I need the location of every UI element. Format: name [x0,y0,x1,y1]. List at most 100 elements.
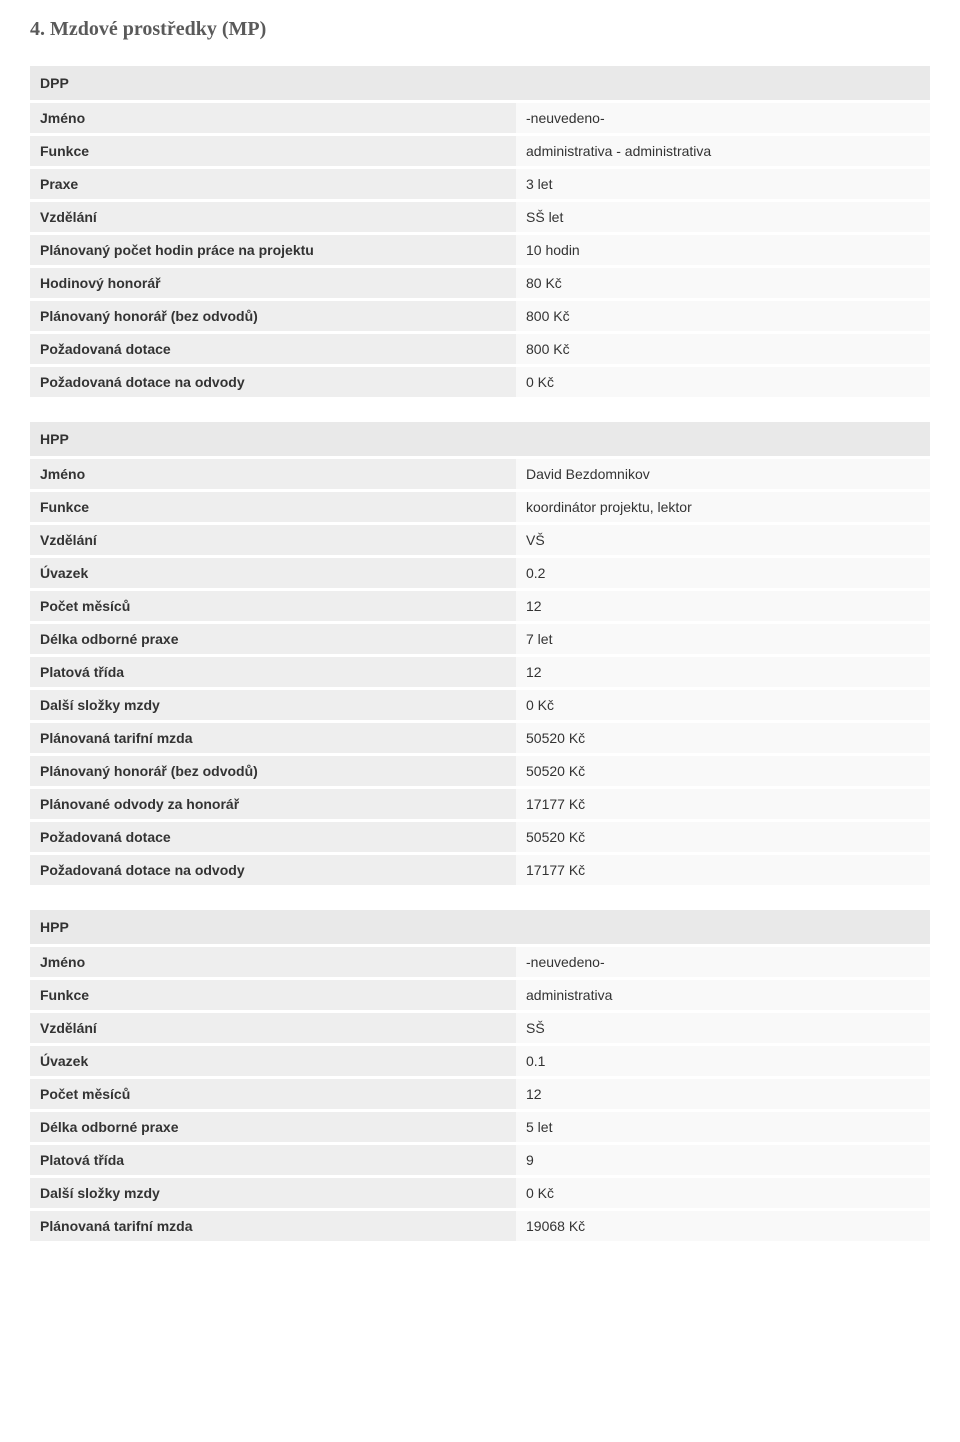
row-label: Plánovaný honorář (bez odvodů) [30,755,516,786]
table-row: Požadovaná dotace na odvody17177 Kč [30,854,930,885]
table-row: Funkceadministrativa - administrativa [30,135,930,166]
row-value: 17177 Kč [516,854,930,885]
row-value: 0 Kč [516,1177,930,1208]
row-label: Platová třída [30,656,516,687]
row-value: 50520 Kč [516,821,930,852]
data-table: HPPJméno-neuvedeno-FunkceadministrativaV… [30,907,930,1243]
row-value: SŠ let [516,201,930,232]
row-value: David Bezdomnikov [516,458,930,489]
table-header-row: HPP [30,421,930,456]
row-label: Další složky mzdy [30,1177,516,1208]
table-row: JménoDavid Bezdomnikov [30,458,930,489]
row-label: Platová třída [30,1144,516,1175]
table-row: Plánovaný honorář (bez odvodů)50520 Kč [30,755,930,786]
table-header-row: HPP [30,909,930,944]
row-label: Plánovaná tarifní mzda [30,722,516,753]
row-label: Vzdělání [30,201,516,232]
table-row: Počet měsíců12 [30,1078,930,1109]
row-value: VŠ [516,524,930,555]
row-label: Praxe [30,168,516,199]
row-label: Požadovaná dotace [30,821,516,852]
row-label: Hodinový honorář [30,267,516,298]
row-label: Jméno [30,458,516,489]
row-label: Úvazek [30,557,516,588]
row-label: Funkce [30,135,516,166]
row-label: Požadovaná dotace [30,333,516,364]
table-row: Úvazek0.1 [30,1045,930,1076]
row-value: 9 [516,1144,930,1175]
row-label: Funkce [30,491,516,522]
row-value: 0.2 [516,557,930,588]
row-value: -neuvedeno- [516,946,930,977]
row-value: 12 [516,1078,930,1109]
row-label: Počet měsíců [30,1078,516,1109]
row-label: Požadovaná dotace na odvody [30,366,516,397]
data-table: DPPJméno-neuvedeno-Funkceadministrativa … [30,63,930,399]
row-value: 0 Kč [516,689,930,720]
row-value: 19068 Kč [516,1210,930,1241]
data-table: HPPJménoDavid BezdomnikovFunkcekoordinát… [30,419,930,887]
row-label: Jméno [30,946,516,977]
table-row: Plánovaný honorář (bez odvodů)800 Kč [30,300,930,331]
row-label: Požadovaná dotace na odvody [30,854,516,885]
table-header-cell: HPP [30,421,930,456]
table-row: Délka odborné praxe5 let [30,1111,930,1142]
table-row: Délka odborné praxe7 let [30,623,930,654]
table-row: Jméno-neuvedeno- [30,102,930,133]
table-row: Praxe3 let [30,168,930,199]
table-header-cell: HPP [30,909,930,944]
row-label: Vzdělání [30,524,516,555]
table-row: Další složky mzdy0 Kč [30,689,930,720]
row-label: Plánovaná tarifní mzda [30,1210,516,1241]
section-title: 4. Mzdové prostředky (MP) [30,18,930,41]
row-value: 800 Kč [516,333,930,364]
table-row: Platová třída12 [30,656,930,687]
row-label: Jméno [30,102,516,133]
table-header-cell: DPP [30,65,930,100]
table-row: Funkcekoordinátor projektu, lektor [30,491,930,522]
row-value: koordinátor projektu, lektor [516,491,930,522]
row-value: 5 let [516,1111,930,1142]
table-row: VzděláníVŠ [30,524,930,555]
row-value: 0.1 [516,1045,930,1076]
row-value: 3 let [516,168,930,199]
page-container: 4. Mzdové prostředky (MP) DPPJméno-neuve… [0,0,960,1293]
row-label: Další složky mzdy [30,689,516,720]
table-row: Plánovaný počet hodin práce na projektu1… [30,234,930,265]
row-value: 0 Kč [516,366,930,397]
table-row: Počet měsíců12 [30,590,930,621]
row-label: Funkce [30,979,516,1010]
table-row: Požadovaná dotace50520 Kč [30,821,930,852]
row-label: Plánovaný honorář (bez odvodů) [30,300,516,331]
row-label: Plánované odvody za honorář [30,788,516,819]
table-row: VzděláníSŠ [30,1012,930,1043]
row-value: 10 hodin [516,234,930,265]
table-header-row: DPP [30,65,930,100]
row-label: Plánovaný počet hodin práce na projektu [30,234,516,265]
row-value: 12 [516,590,930,621]
row-value: 50520 Kč [516,755,930,786]
row-value: -neuvedeno- [516,102,930,133]
row-label: Úvazek [30,1045,516,1076]
row-value: administrativa [516,979,930,1010]
row-value: administrativa - administrativa [516,135,930,166]
row-value: SŠ [516,1012,930,1043]
table-row: Další složky mzdy0 Kč [30,1177,930,1208]
table-row: Jméno-neuvedeno- [30,946,930,977]
table-row: Funkceadministrativa [30,979,930,1010]
row-value: 17177 Kč [516,788,930,819]
row-value: 800 Kč [516,300,930,331]
row-label: Vzdělání [30,1012,516,1043]
table-row: Požadovaná dotace800 Kč [30,333,930,364]
row-value: 12 [516,656,930,687]
table-row: Plánovaná tarifní mzda50520 Kč [30,722,930,753]
table-row: Hodinový honorář80 Kč [30,267,930,298]
row-value: 7 let [516,623,930,654]
row-value: 50520 Kč [516,722,930,753]
table-row: Plánované odvody za honorář17177 Kč [30,788,930,819]
tables-root: DPPJméno-neuvedeno-Funkceadministrativa … [30,63,930,1243]
row-value: 80 Kč [516,267,930,298]
table-row: Úvazek0.2 [30,557,930,588]
table-row: VzděláníSŠ let [30,201,930,232]
table-row: Plánovaná tarifní mzda19068 Kč [30,1210,930,1241]
